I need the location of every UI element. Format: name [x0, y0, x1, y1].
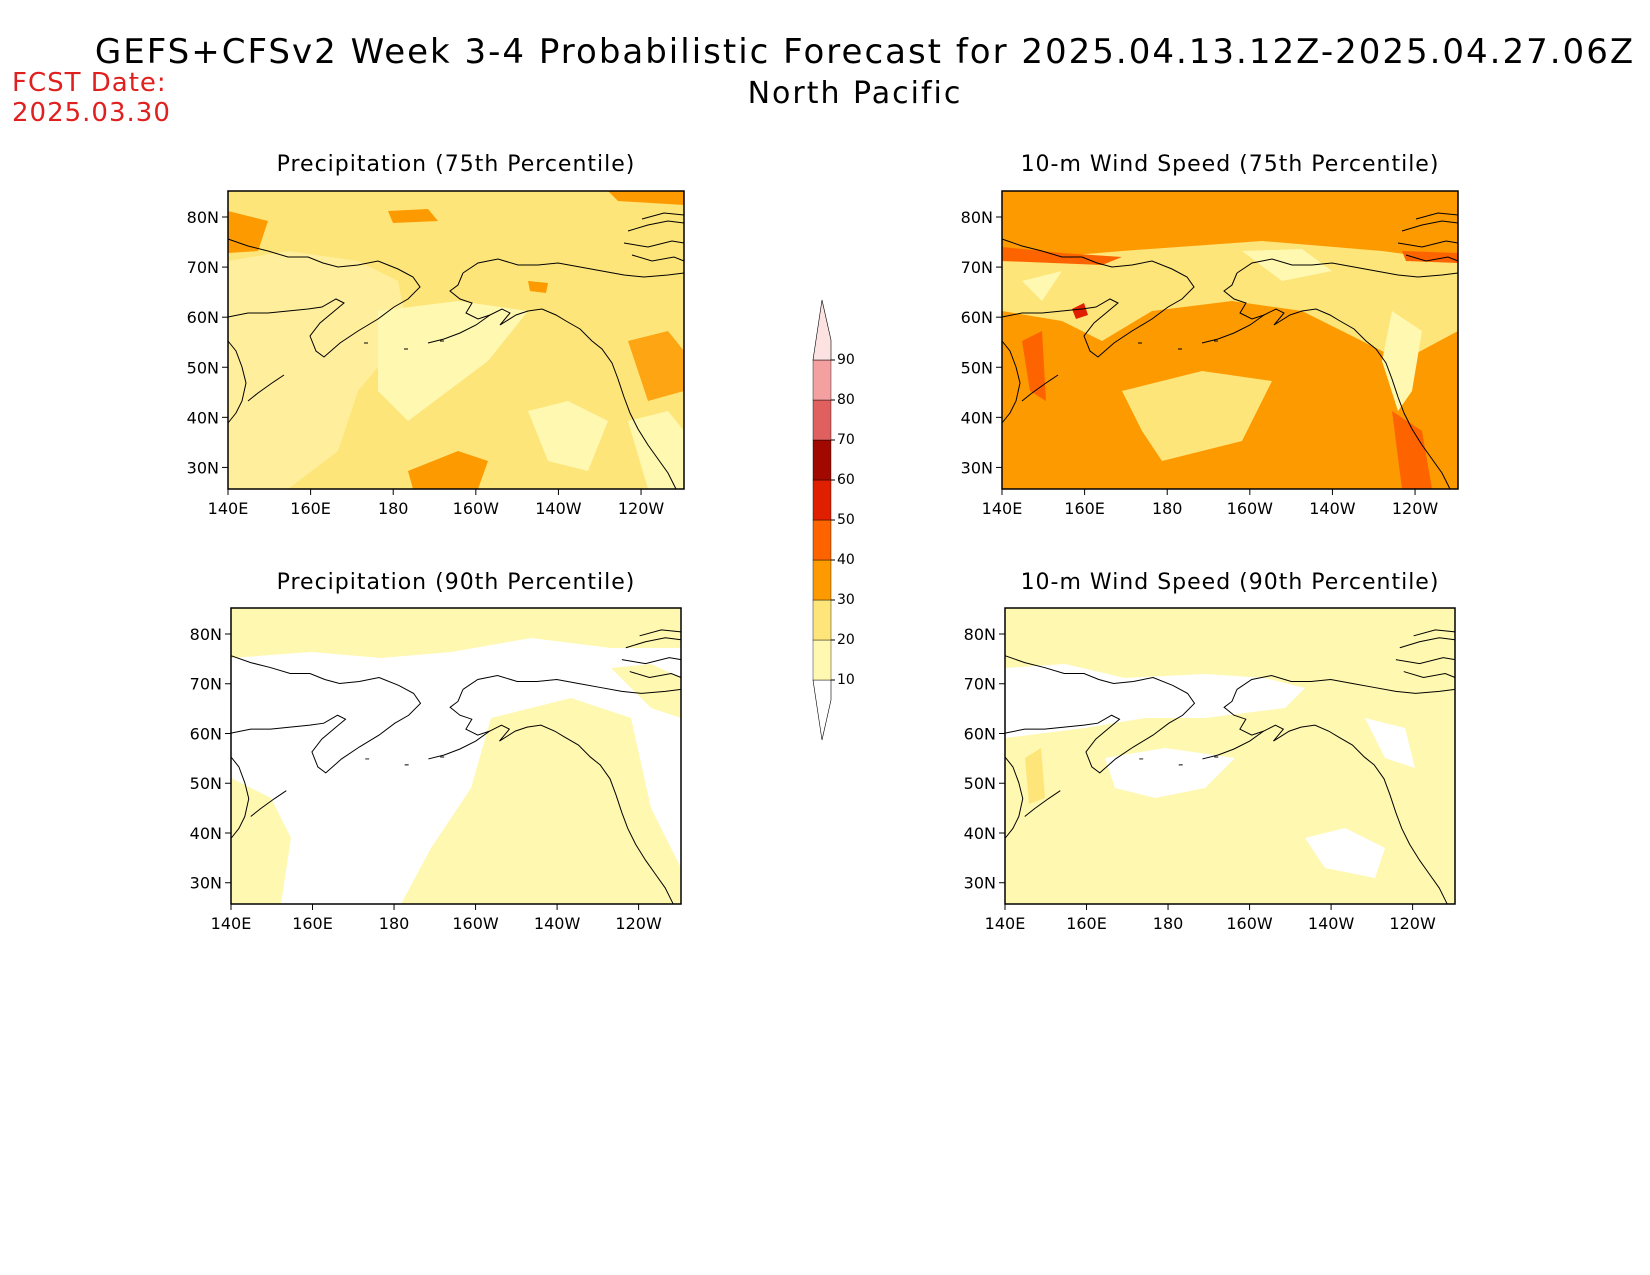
colorbar-level-label: 40: [837, 552, 855, 568]
colorbar-level-label: 30: [837, 592, 855, 608]
lat-tick-label: 80N: [187, 208, 219, 227]
lon-tick-label: 140W: [534, 914, 581, 933]
lat-tick-label: 30N: [187, 458, 219, 477]
lat-tick-label: 60N: [190, 724, 222, 743]
colorbar-low-tail: [812, 679, 832, 741]
lon-tick-label: 160E: [1064, 499, 1105, 518]
lon-tick-label: 160W: [452, 914, 499, 933]
lon-tick-label: 160E: [292, 914, 333, 933]
colorbar-swatch: [812, 299, 832, 361]
forecast-date-value: 2025.03.30: [12, 98, 171, 128]
page-title: GEFS+CFSv2 Week 3-4 Probabilistic Foreca…: [94, 32, 1636, 72]
lon-tick-label: 160W: [453, 499, 500, 518]
lat-tick-label: 80N: [961, 208, 993, 227]
colorbar-swatch: [812, 639, 832, 681]
map-wind-90: [1004, 607, 1456, 905]
lat-tick-label: 50N: [187, 358, 219, 377]
map-frame: [1001, 190, 1459, 490]
lat-tick-label: 40N: [961, 408, 993, 427]
colorbar: 10 20 30 40 50 60 70 80 90: [812, 299, 855, 741]
lat-tick-label: 70N: [964, 675, 996, 694]
map-frame: [230, 607, 682, 905]
lat-tick-label: 50N: [190, 774, 222, 793]
colorbar-level-label: 90: [837, 352, 855, 368]
lat-tick-label: 70N: [187, 258, 219, 277]
colorbar-level-label: 70: [837, 432, 855, 448]
lon-tick-label: 180: [1153, 914, 1184, 933]
lon-tick-label: 120W: [1389, 914, 1436, 933]
lon-tick-label: 120W: [1392, 499, 1439, 518]
lon-tick-label: 180: [378, 499, 409, 518]
lat-tick-label: 70N: [961, 258, 993, 277]
lat-tick-label: 60N: [187, 308, 219, 327]
lat-tick-label: 70N: [190, 675, 222, 694]
lat-tick-label: 80N: [964, 625, 996, 644]
panel-title-precip-75: Precipitation (75th Percentile): [276, 152, 636, 177]
lon-tick-label: 140W: [1309, 499, 1356, 518]
lat-tick-label: 30N: [190, 874, 222, 893]
lat-tick-label: 30N: [961, 458, 993, 477]
colorbar-swatch: [812, 559, 832, 601]
lon-tick-label: 180: [1152, 499, 1183, 518]
lat-tick-label: 60N: [964, 724, 996, 743]
lon-tick-label: 140E: [208, 499, 249, 518]
lon-tick-label: 160E: [290, 499, 331, 518]
forecast-date-label: FCST Date:: [12, 68, 167, 98]
colorbar-swatch: [812, 519, 832, 561]
colorbar-swatch: [812, 439, 832, 481]
lon-tick-label: 120W: [615, 914, 662, 933]
panel-title-wind-90: 10-m Wind Speed (90th Percentile): [1020, 570, 1440, 595]
colorbar-swatch: [812, 399, 832, 441]
map-precip-75: [227, 190, 685, 490]
map-frame: [227, 190, 685, 490]
lat-tick-label: 60N: [961, 308, 993, 327]
map-wind-75: [1001, 190, 1459, 490]
colorbar-level-label: 20: [837, 632, 855, 648]
colorbar-level-label: 10: [837, 672, 855, 688]
lat-tick-label: 30N: [964, 874, 996, 893]
lat-tick-label: 40N: [964, 824, 996, 843]
lon-tick-label: 160W: [1226, 914, 1273, 933]
colorbar-level-label: 50: [837, 512, 855, 528]
lon-tick-label: 140E: [982, 499, 1023, 518]
lon-tick-label: 140W: [535, 499, 582, 518]
lon-tick-label: 160E: [1066, 914, 1107, 933]
colorbar-swatch: [812, 479, 832, 521]
lon-tick-label: 140E: [211, 914, 252, 933]
panel-title-wind-75: 10-m Wind Speed (75th Percentile): [1020, 152, 1440, 177]
lon-tick-label: 160W: [1227, 499, 1274, 518]
lat-tick-label: 50N: [964, 774, 996, 793]
panel-title-precip-90: Precipitation (90th Percentile): [276, 570, 636, 595]
lon-tick-label: 140W: [1308, 914, 1355, 933]
map-frame: [1004, 607, 1456, 905]
map-precip-90: [230, 607, 682, 905]
region-subtitle: North Pacific: [747, 76, 963, 111]
lat-tick-label: 40N: [190, 824, 222, 843]
lon-tick-label: 120W: [618, 499, 665, 518]
lat-tick-label: 50N: [961, 358, 993, 377]
colorbar-swatch: [812, 599, 832, 641]
colorbar-swatch: [812, 359, 832, 401]
colorbar-level-label: 80: [837, 392, 855, 408]
colorbar-level-label: 60: [837, 472, 855, 488]
lon-tick-label: 140E: [985, 914, 1026, 933]
lat-tick-label: 40N: [187, 408, 219, 427]
lon-tick-label: 180: [379, 914, 410, 933]
lat-tick-label: 80N: [190, 625, 222, 644]
